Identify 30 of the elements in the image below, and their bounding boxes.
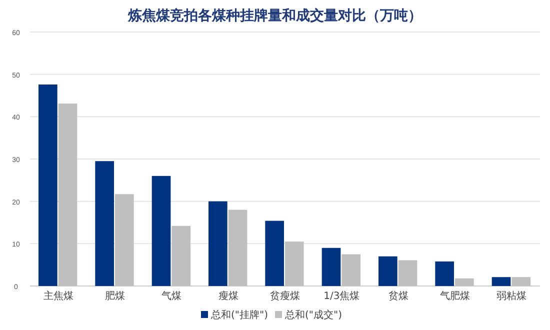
- chart-title: 炼焦煤竞拍各煤种挂牌量和成交量对比（万吨）: [127, 7, 422, 24]
- x-tick-label: 瘦煤: [218, 290, 238, 302]
- legend-label: 总和("挂牌"): [210, 309, 268, 321]
- bar: [398, 260, 418, 286]
- bar: [172, 226, 190, 286]
- bar: [492, 277, 511, 286]
- legend-label: 总和("成交"): [284, 309, 342, 321]
- bar: [152, 176, 171, 286]
- bar: [115, 194, 134, 286]
- x-tick-label: 弱粘煤: [496, 290, 527, 302]
- bar: [95, 161, 114, 286]
- bar: [435, 261, 454, 286]
- bar: [38, 84, 58, 286]
- bar: [228, 210, 248, 286]
- bar: [455, 278, 474, 286]
- x-tick-label: 主焦煤: [43, 290, 74, 302]
- bar: [265, 220, 284, 286]
- x-tick-label: 贫瘦煤: [270, 290, 300, 302]
- bar: [378, 256, 398, 286]
- x-tick-label: 气肥煤: [440, 290, 470, 302]
- bar: [512, 277, 530, 286]
- bar: [342, 254, 360, 286]
- bar: [58, 104, 78, 286]
- x-tick-label: 肥煤: [105, 290, 125, 302]
- x-tick-label: 1/3焦煤: [324, 290, 360, 302]
- bar: [208, 201, 228, 286]
- bar: [322, 248, 341, 286]
- x-tick-label: 贫煤: [388, 290, 408, 302]
- x-tick-label: 气煤: [162, 290, 182, 302]
- bar: [285, 242, 304, 286]
